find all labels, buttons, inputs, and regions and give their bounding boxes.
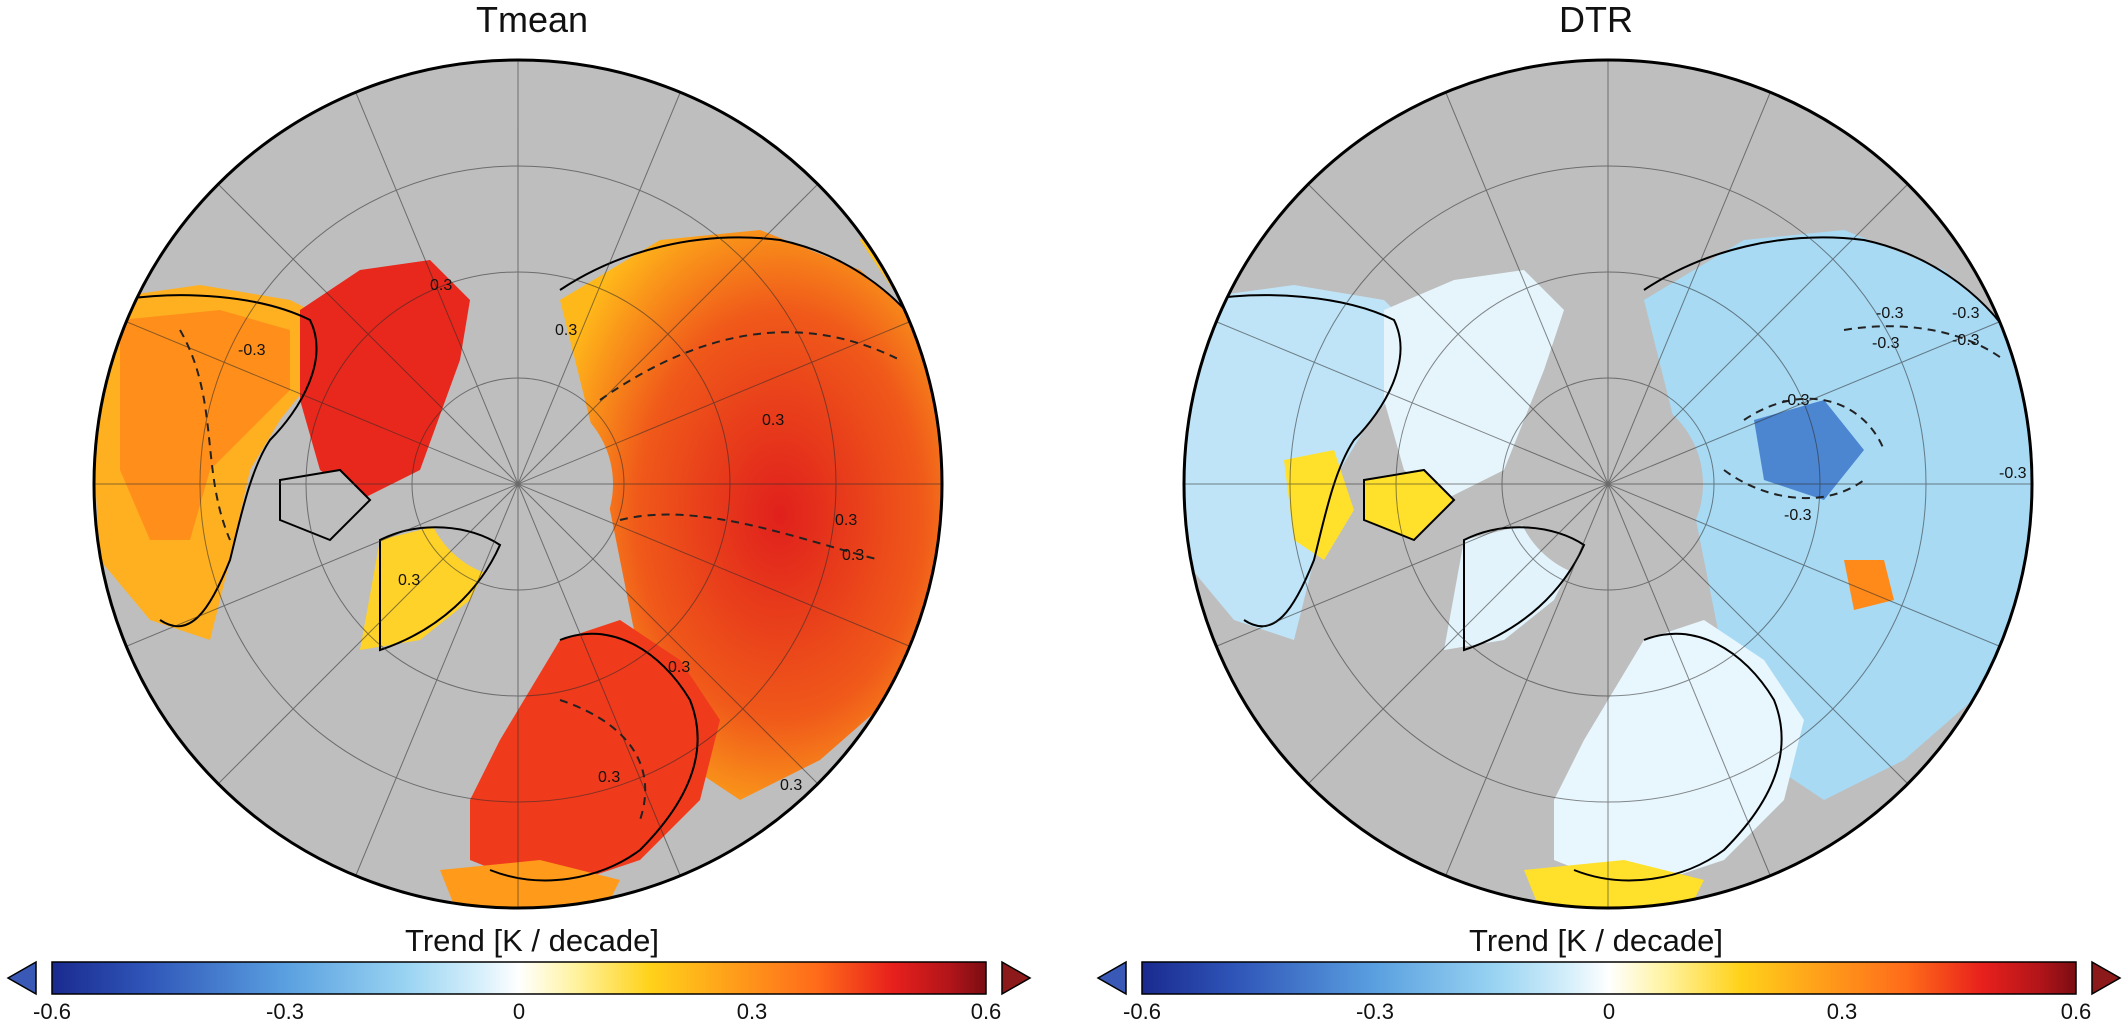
contour-label-group: -0.3 0.3 0.3 0.3 0.3 0.3 0.3 0.3 0.3 0.3	[238, 277, 864, 794]
tmean-panel: Tmean	[6, 0, 1032, 1024]
contour-lines	[179, 329, 901, 821]
colorbar-over-arrow	[1001, 960, 1032, 996]
colorbar-tick: -0.6	[1123, 999, 1161, 1024]
europe-trend-field	[470, 620, 720, 880]
colorbar-tick: 0.6	[970, 999, 1002, 1024]
colorbar-over-arrow	[2091, 960, 2122, 996]
colorbar-tick: 0	[1602, 999, 1616, 1024]
colorbar-under-arrow	[6, 960, 37, 996]
colorbar-under-arrow	[1096, 960, 1127, 996]
contour-label: -0.3	[238, 342, 266, 359]
canadian-archipelago-field	[300, 260, 470, 500]
europe-trend-field	[1554, 620, 1804, 880]
contour-label: 0.3	[842, 547, 864, 564]
panel-title: DTR	[1559, 0, 1633, 40]
map-area	[94, 60, 942, 908]
colorbar-label: Trend [K / decade]	[405, 923, 659, 958]
contour-label: -0.3	[1876, 305, 1904, 322]
colorbar	[1141, 961, 2077, 995]
contour-label: 0.3	[398, 572, 420, 589]
canadian-archipelago-field	[1384, 270, 1564, 500]
colorbar-tick: 0	[512, 999, 526, 1024]
colorbar-tick: 0.6	[2060, 999, 2092, 1024]
contour-label-group: -0.3 -0.3 -0.3 -0.3 -0.3 -0.3 -0.3	[1782, 305, 2027, 524]
panel-title: Tmean	[475, 0, 589, 40]
map-boundary	[92, 58, 944, 910]
contour-label: -0.3	[1952, 332, 1980, 349]
contour-lines	[1723, 325, 2005, 500]
contour-label: -0.3	[1784, 507, 1812, 524]
north-america-core	[120, 310, 290, 540]
colorbar-label: Trend [K / decade]	[1469, 923, 1723, 958]
contour-label: 0.3	[555, 322, 577, 339]
colorbar-tick: -0.3	[1356, 999, 1394, 1024]
map-boundary	[1182, 58, 2034, 910]
contour-label: 0.3	[762, 412, 784, 429]
colorbar-tick: 0.3	[736, 999, 768, 1024]
contour-label: 0.3	[430, 277, 452, 294]
graticule	[94, 60, 942, 908]
tmean-polar-map: -0.3 0.3 0.3 0.3 0.3 0.3 0.3 0.3 0.3 0.3	[6, 58, 1032, 996]
contour-label: -0.3	[1782, 392, 1810, 409]
contour-label: 0.3	[780, 777, 802, 794]
dtr-panel: DTR	[1064, 0, 2128, 1028]
siberia-cool-core	[1754, 400, 1864, 500]
colorbar-tick: -0.3	[266, 999, 304, 1024]
hudson-bay	[1363, 468, 1456, 542]
contour-label: 0.3	[598, 769, 620, 786]
contour-label: -0.3	[1872, 335, 1900, 352]
coastlines	[1203, 236, 2025, 882]
graticule	[1184, 60, 2032, 908]
contour-label: 0.3	[668, 659, 690, 676]
contour-label: -0.3	[1952, 305, 1980, 322]
contour-label: 0.3	[835, 512, 857, 529]
dtr-polar-map: -0.3 -0.3 -0.3 -0.3 -0.3 -0.3 -0.3	[1096, 58, 2122, 996]
contour-label: -0.3	[1999, 465, 2027, 482]
colorbar-tick: -0.6	[33, 999, 71, 1024]
colorbar-tick: 0.3	[1826, 999, 1858, 1024]
hudson-bay	[279, 468, 372, 542]
map-area	[1184, 60, 2032, 908]
colorbar	[51, 961, 987, 995]
